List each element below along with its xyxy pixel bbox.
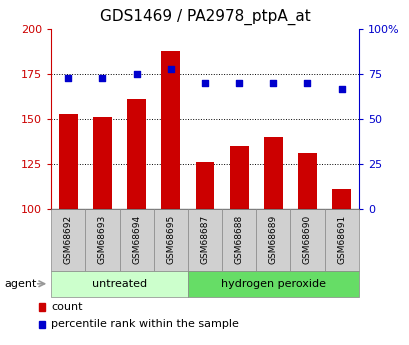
Text: GSM68692: GSM68692: [64, 215, 73, 264]
Bar: [195, 162, 214, 209]
Text: hydrogen peroxide: hydrogen peroxide: [220, 279, 325, 289]
Bar: [59, 114, 78, 209]
Text: agent: agent: [4, 279, 36, 289]
Bar: [127, 99, 146, 209]
Point: [337, 86, 344, 91]
Point: [303, 80, 310, 86]
Text: GSM68693: GSM68693: [98, 215, 107, 264]
Text: GSM68695: GSM68695: [166, 215, 175, 264]
Point: [65, 75, 72, 80]
Point: [99, 75, 106, 80]
Text: percentile rank within the sample: percentile rank within the sample: [51, 319, 239, 329]
Point: [270, 80, 276, 86]
Text: GSM68688: GSM68688: [234, 215, 243, 264]
Point: [235, 80, 242, 86]
Bar: [93, 117, 112, 209]
Text: GSM68691: GSM68691: [336, 215, 345, 264]
Bar: [161, 51, 180, 209]
Point: [133, 71, 139, 77]
Bar: [297, 153, 316, 209]
Bar: [331, 189, 350, 209]
Text: GDS1469 / PA2978_ptpA_at: GDS1469 / PA2978_ptpA_at: [99, 9, 310, 25]
Bar: [229, 146, 248, 209]
Point: [167, 66, 174, 71]
Text: GSM68690: GSM68690: [302, 215, 311, 264]
Text: untreated: untreated: [92, 279, 147, 289]
Text: GSM68687: GSM68687: [200, 215, 209, 264]
Bar: [263, 137, 282, 209]
Text: count: count: [51, 302, 83, 312]
Text: GSM68689: GSM68689: [268, 215, 277, 264]
Text: GSM68694: GSM68694: [132, 215, 141, 264]
Point: [201, 80, 208, 86]
